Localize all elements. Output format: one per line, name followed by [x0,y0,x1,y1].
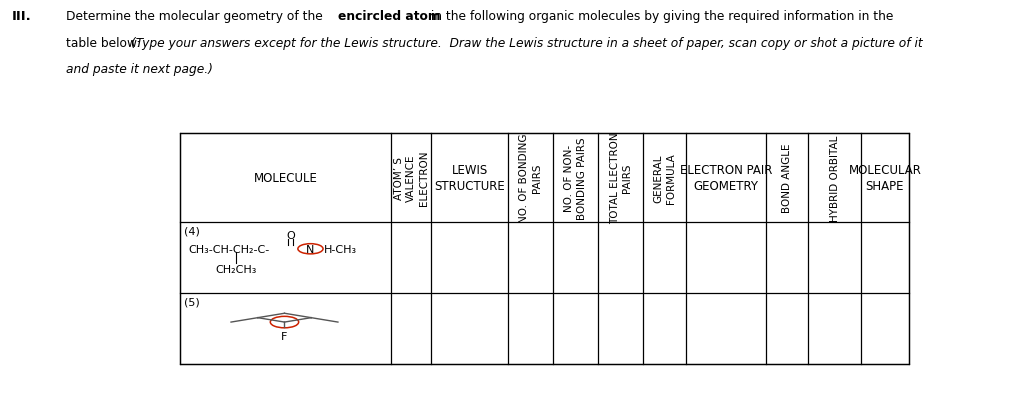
Bar [180,134,909,364]
Text: III.: III. [12,10,31,23]
Text: CH₃-CH-CH₂-C-: CH₃-CH-CH₂-C- [188,245,269,255]
Text: MOLECULAR
SHAPE: MOLECULAR SHAPE [848,164,922,193]
Text: O: O [287,230,296,240]
Text: MOLECULE: MOLECULE [254,172,317,185]
Text: in the following organic molecules by giving the required information in the: in the following organic molecules by gi… [427,10,893,23]
Text: BOND ANGLE: BOND ANGLE [782,144,792,213]
Text: ATOM’ S
VALENCE
ELECTRON: ATOM’ S VALENCE ELECTRON [394,150,429,206]
Text: GENERAL
FORMULA: GENERAL FORMULA [653,153,676,204]
Text: Determine the molecular geometry of the: Determine the molecular geometry of the [66,10,327,23]
Text: ELECTRON PAIR
GEOMETRY: ELECTRON PAIR GEOMETRY [680,164,772,193]
Text: LEWIS
STRUCTURE: LEWIS STRUCTURE [434,164,505,193]
Text: and paste it next page.): and paste it next page.) [66,63,213,76]
Text: table below:: table below: [66,37,144,50]
Text: (5): (5) [184,297,199,307]
Text: (4): (4) [184,226,199,236]
Text: N: N [306,244,315,254]
Text: F: F [281,331,288,341]
Text: HYBRID ORBITAL: HYBRID ORBITAL [829,135,839,221]
Text: H-CH₃: H-CH₃ [324,245,357,255]
Text: TOTAL ELECTRON
PAIRS: TOTAL ELECTRON PAIRS [610,133,632,224]
Text: NO. OF BONDING
PAIRS: NO. OF BONDING PAIRS [519,133,542,223]
Text: NO. OF NON-
BONDING PAIRS: NO. OF NON- BONDING PAIRS [565,137,587,219]
Text: (Type your answers except for the Lewis structure.  Draw the Lewis structure in : (Type your answers except for the Lewis … [131,37,923,50]
Text: encircled atom: encircled atom [338,10,441,23]
Text: CH₂CH₃: CH₂CH₃ [215,264,256,274]
